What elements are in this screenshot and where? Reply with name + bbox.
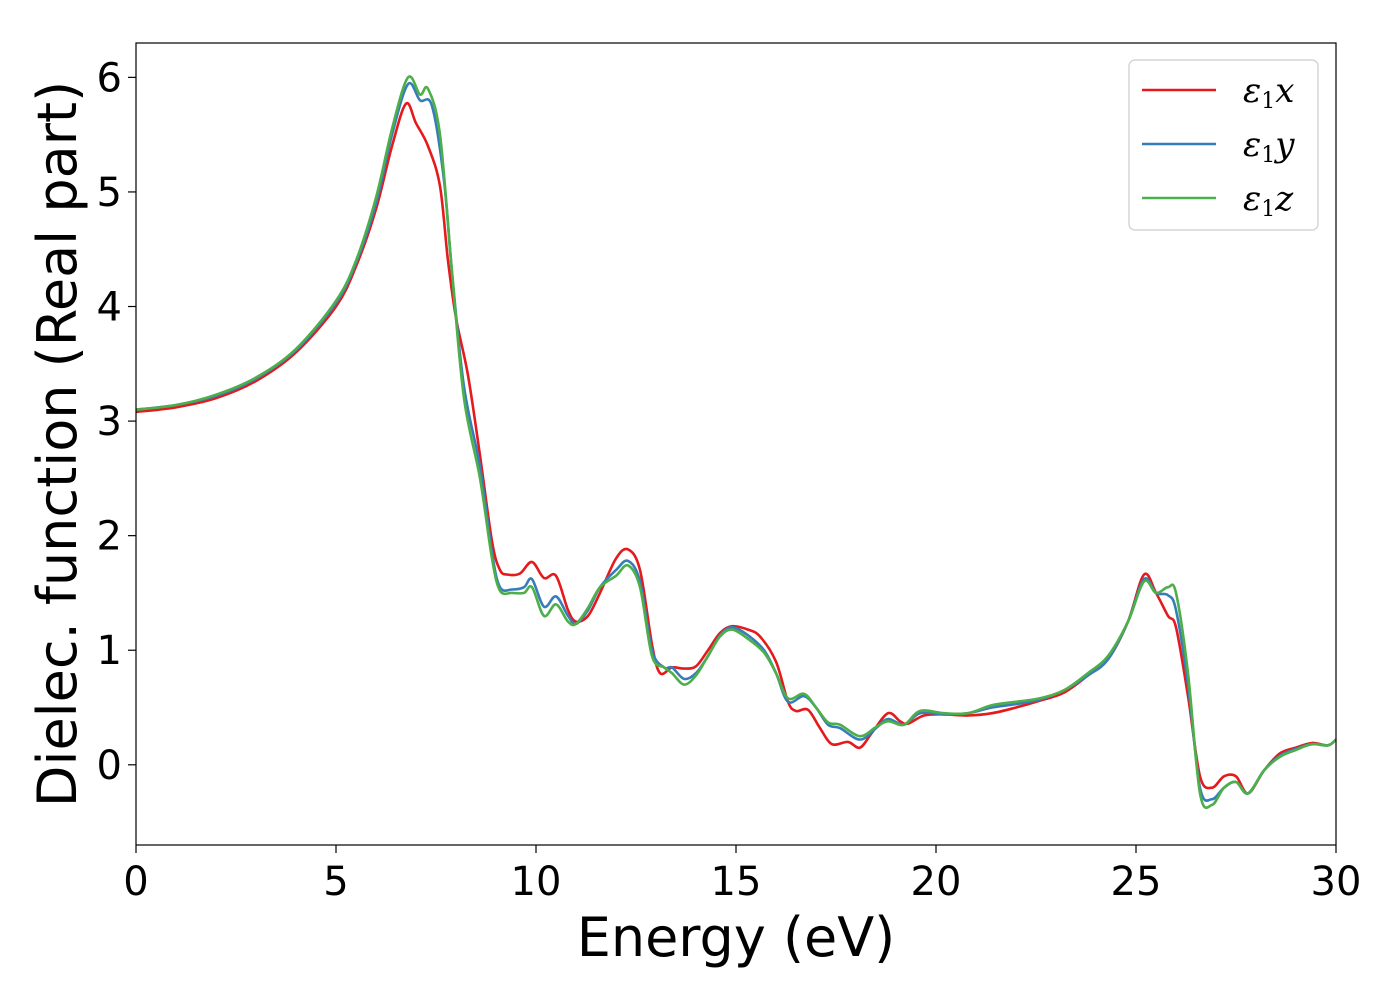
series-line-x — [135, 101, 1337, 795]
y-tick-label: 4 — [97, 285, 122, 331]
series-line-z — [135, 75, 1337, 810]
y-tick-label: 1 — [97, 628, 122, 674]
y-tick-label: 6 — [97, 55, 122, 101]
y-tick-label: 3 — [97, 399, 122, 445]
x-tick-label: 30 — [1311, 859, 1362, 905]
legend-box — [1128, 59, 1319, 231]
y-axis-label: Dielec. function (Real part) — [26, 81, 89, 807]
x-axis-ticks: 0 5 10 15 20 25 30 — [123, 845, 1361, 905]
legend-label-z: ε1z — [1243, 179, 1294, 222]
series-lines — [135, 75, 1337, 810]
x-axis-label: Energy (eV) — [577, 906, 896, 969]
y-tick-label: 5 — [97, 170, 122, 216]
x-tick-label: 0 — [123, 859, 148, 905]
x-tick-label: 10 — [511, 859, 562, 905]
y-tick-label: 0 — [97, 743, 122, 789]
x-tick-label: 20 — [911, 859, 962, 905]
x-tick-label: 5 — [323, 859, 348, 905]
x-tick-label: 15 — [711, 859, 762, 905]
x-tick-label: 25 — [1111, 859, 1162, 905]
legend-label-y: ε1y — [1243, 125, 1295, 168]
y-tick-label: 2 — [97, 514, 122, 560]
y-axis-ticks: 0 1 2 3 4 5 6 — [97, 55, 136, 789]
legend: ε1x ε1y ε1z — [1128, 59, 1319, 231]
legend-label-x: ε1x — [1243, 71, 1294, 114]
